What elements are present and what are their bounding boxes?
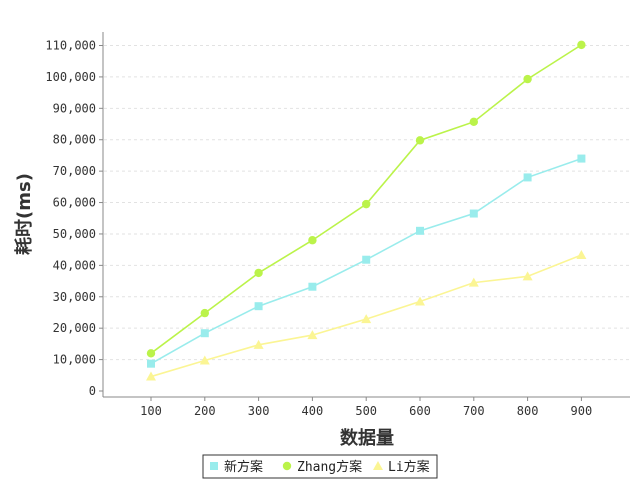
series <box>147 154 586 368</box>
data-point <box>362 199 371 209</box>
y-tick-label: 40,000 <box>53 258 96 272</box>
data-point <box>361 314 372 324</box>
legend-label: Li方案 <box>388 459 430 475</box>
data-point <box>415 136 425 145</box>
y-tick-label: 70,000 <box>53 164 96 178</box>
data-point <box>200 308 209 318</box>
x-tick-label: 300 <box>248 404 270 418</box>
y-tick-label: 80,000 <box>53 133 96 147</box>
data-point <box>469 209 478 218</box>
y-tick-label: 60,000 <box>53 196 96 210</box>
y-tick-label: 50,000 <box>53 227 96 241</box>
data-point <box>200 329 209 338</box>
series-group <box>146 40 587 381</box>
y-tick-label: 20,000 <box>53 321 96 335</box>
x-tick-label: 700 <box>463 404 485 418</box>
x-tick-label: 100 <box>140 404 162 418</box>
series <box>146 40 586 358</box>
y-axis-title: 耗时(ms) <box>13 173 35 255</box>
x-tick-label: 400 <box>302 404 324 418</box>
legend-entry: Zhang方案 <box>282 459 362 475</box>
data-point <box>576 249 587 259</box>
data-point <box>577 154 586 163</box>
data-point <box>362 255 371 264</box>
legend-entry: Li方案 <box>373 459 430 475</box>
y-tick-label: 110,000 <box>45 39 96 53</box>
data-point <box>308 236 317 245</box>
data-point <box>577 40 586 50</box>
x-tick-label: 900 <box>571 404 593 418</box>
series <box>146 249 587 381</box>
legend-label: 新方案 <box>224 459 263 475</box>
x-axis-ticks: 100 200 300 400 500 600 700 800 900 <box>140 397 592 418</box>
data-point <box>522 271 533 281</box>
data-point <box>416 226 424 235</box>
y-tick-label: 30,000 <box>53 290 96 304</box>
x-tick-label: 500 <box>355 404 377 418</box>
legend: 新方案 Zhang方案 Li方案 <box>202 454 438 479</box>
data-point <box>253 339 264 349</box>
data-point <box>146 349 156 358</box>
data-point <box>254 302 263 311</box>
x-axis-title: 数据量 <box>340 427 394 449</box>
data-point <box>468 277 479 287</box>
legend-label: Zhang方案 <box>297 459 362 475</box>
data-point <box>523 173 532 182</box>
legend-marker <box>210 462 218 470</box>
data-point <box>254 268 263 278</box>
x-tick-label: 600 <box>409 404 431 418</box>
data-point <box>307 330 318 340</box>
y-tick-label: 10,000 <box>53 353 96 367</box>
grid-lines <box>104 45 630 361</box>
data-point <box>523 74 532 84</box>
y-tick-label: 100,000 <box>45 70 96 84</box>
data-point <box>415 296 425 306</box>
y-axis-ticks: 0 10,000 20,000 30,000 40,000 50,000 60,000 70,… <box>45 39 103 398</box>
legend-entry: 新方案 <box>210 459 263 475</box>
legend-marker <box>373 461 383 470</box>
legend-marker <box>282 461 292 471</box>
x-tick-label: 200 <box>194 404 216 418</box>
y-tick-label: 0 <box>89 384 96 398</box>
y-tick-label: 90,000 <box>53 101 96 115</box>
data-point <box>469 117 478 127</box>
legend-box <box>202 454 438 479</box>
x-tick-label: 800 <box>517 404 539 418</box>
data-point <box>199 355 210 365</box>
series-line <box>150 44 582 354</box>
data-point <box>147 359 155 368</box>
data-point <box>146 371 156 381</box>
axes <box>102 32 630 398</box>
data-point <box>308 282 317 291</box>
